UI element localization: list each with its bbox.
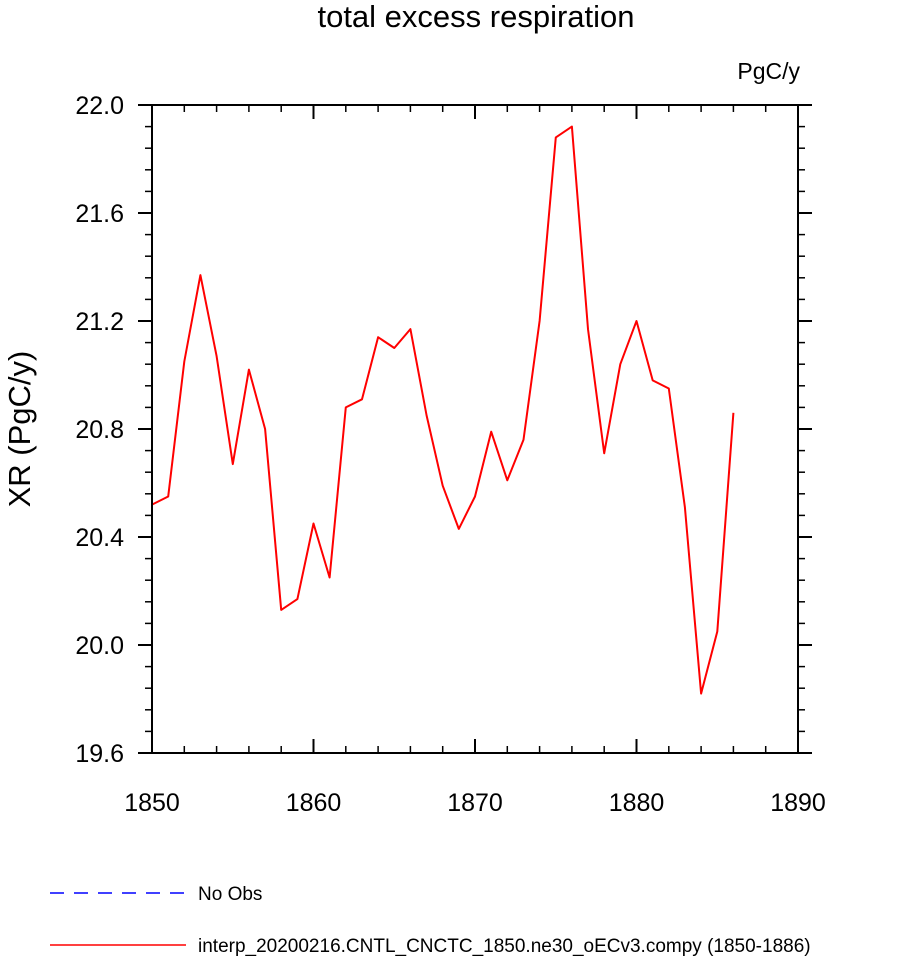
y-tick-label: 20.0	[75, 632, 124, 660]
units-label: PgC/y	[737, 58, 800, 84]
y-tick-label: 20.8	[75, 416, 124, 444]
y-tick-label: 20.4	[75, 524, 124, 552]
series-line	[151, 125, 735, 695]
plot-data	[151, 125, 735, 695]
y-tick-label: 22.0	[75, 92, 124, 120]
plot-frame	[151, 104, 799, 754]
axis-ticks: 1850 1860 1870 1880 1890 19.6 20.0 20.4 20.8 21.2…	[75, 92, 825, 817]
x-tick-label: 1880	[609, 789, 665, 817]
x-tick-label: 1890	[770, 789, 826, 817]
y-tick-label: 19.6	[75, 740, 124, 768]
legend-label: interp_20200216.CNTL_CNCTC_1850.ne30_oEC…	[198, 936, 811, 957]
legend: No Obs interp_20200216.CNTL_CNCTC_1850.ne…	[50, 884, 811, 957]
chart-title: total excess respiration	[317, 0, 634, 34]
x-tick-label: 1870	[447, 789, 503, 817]
x-tick-label: 1850	[124, 789, 180, 817]
x-tick-label: 1860	[286, 789, 342, 817]
y-tick-label: 21.6	[75, 200, 124, 228]
y-tick-label: 21.2	[75, 308, 124, 336]
legend-label: No Obs	[198, 884, 262, 905]
y-axis-label: XR (PgC/y)	[2, 351, 37, 508]
